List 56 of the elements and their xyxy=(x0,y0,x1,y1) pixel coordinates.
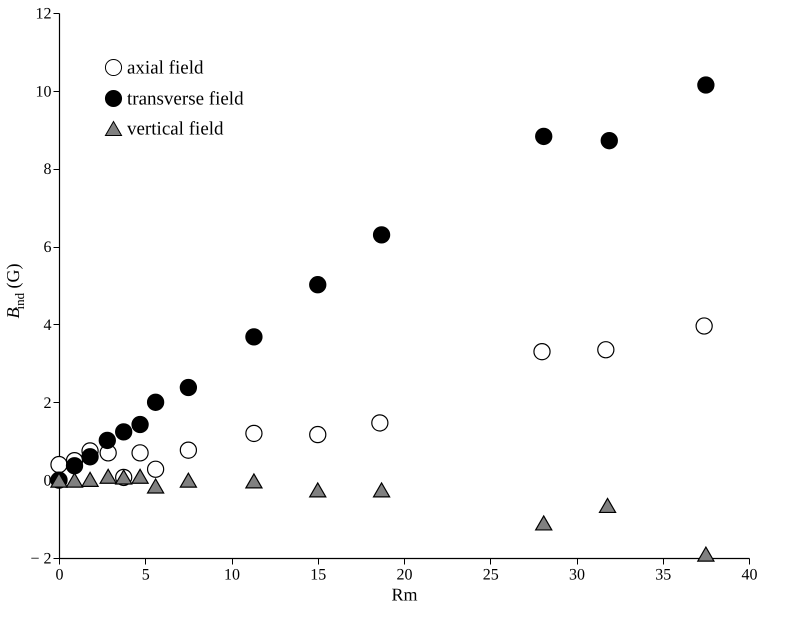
y-tick-label: 6 xyxy=(44,239,52,256)
y-tick-label: − 2 xyxy=(30,550,52,568)
point xyxy=(98,432,116,450)
x-tick-label: 20 xyxy=(396,566,412,584)
point xyxy=(697,76,715,94)
point xyxy=(115,423,132,441)
point xyxy=(66,472,84,488)
point xyxy=(81,448,99,466)
legend-label: vertical field xyxy=(127,118,224,140)
point xyxy=(131,416,149,434)
x-tick-label: 40 xyxy=(742,566,758,584)
point xyxy=(100,468,117,484)
point xyxy=(146,478,164,494)
point xyxy=(372,482,390,498)
point xyxy=(146,460,164,478)
point xyxy=(372,226,390,244)
legend-label: axial field xyxy=(127,58,204,78)
point xyxy=(180,442,198,459)
point xyxy=(597,341,614,358)
point xyxy=(309,426,326,444)
point xyxy=(309,482,326,498)
point xyxy=(371,414,389,432)
x-tick-label: 35 xyxy=(655,566,672,584)
point xyxy=(600,132,618,150)
point xyxy=(50,456,68,474)
point xyxy=(146,394,164,411)
point xyxy=(81,472,99,487)
y-tick-label: 10 xyxy=(36,83,52,100)
point xyxy=(66,457,84,474)
y-tick-label: 2 xyxy=(44,394,52,412)
point xyxy=(245,473,263,489)
x-tick-label: 0 xyxy=(56,566,64,584)
x-tick-label: 25 xyxy=(482,566,499,584)
point xyxy=(533,343,551,360)
point xyxy=(535,128,552,146)
point xyxy=(697,546,715,562)
point xyxy=(131,468,149,484)
point xyxy=(695,317,713,335)
x-axis-title: Rm xyxy=(391,584,418,604)
point xyxy=(131,444,149,462)
legend-label: transverse field xyxy=(127,88,244,110)
y-axis-title: Bind (G) xyxy=(3,264,27,318)
point xyxy=(245,424,263,442)
point xyxy=(180,378,198,396)
x-tick-label: 10 xyxy=(224,566,240,584)
y-tick-label: 4 xyxy=(44,316,52,334)
point xyxy=(245,328,263,346)
x-tick-label: 15 xyxy=(310,566,326,584)
point xyxy=(180,472,198,488)
y-tick-label: 12 xyxy=(36,6,52,22)
x-tick-label: 30 xyxy=(569,566,585,584)
y-tick-label: 8 xyxy=(44,161,52,178)
point xyxy=(598,498,616,514)
point xyxy=(535,515,552,531)
x-tick-label: 5 xyxy=(142,566,150,584)
point xyxy=(309,276,326,294)
